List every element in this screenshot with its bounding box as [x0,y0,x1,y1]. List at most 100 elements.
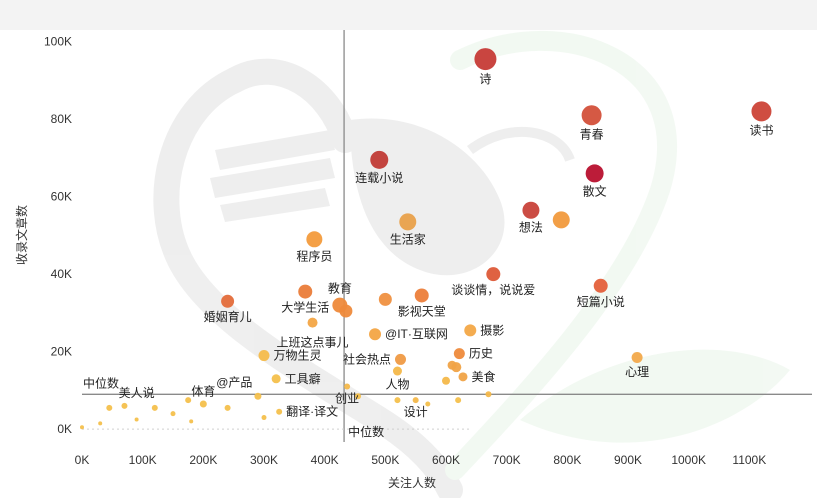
x-tick-label: 900K [614,453,642,467]
point-label: 创业 [335,392,359,406]
data-point [581,105,602,126]
point-label: 程序员 [296,248,332,263]
x-tick-label: 400K [311,453,339,467]
data-point [585,164,604,183]
x-tick-label: 200K [189,453,217,467]
point-label: 上班这点事儿 [277,335,349,350]
data-points [80,48,772,430]
data-point [134,417,139,422]
data-point [271,374,281,384]
point-label: 大学生活 [281,300,329,315]
median-x-label: 中位数 [348,424,384,439]
data-point [464,324,477,337]
data-point [442,376,450,385]
point-label: 青春 [580,127,604,141]
data-point [258,350,270,362]
x-tick-label: 800K [553,453,581,467]
data-point [378,292,392,306]
point-label: @IT·互联网 [385,327,448,341]
data-point [751,101,772,122]
data-point [80,425,84,430]
x-axis-ticks: 0K 100K 200K 300K 400K 500K 600K 700K 800K 900K 10… [75,453,767,467]
data-point [261,415,267,421]
data-point [298,284,313,299]
data-point [106,404,113,411]
data-point [412,397,419,404]
data-point [593,278,608,293]
x-tick-label: 700K [493,453,521,467]
data-point [486,267,501,282]
data-point [392,366,402,376]
point-label: 诗 [479,72,491,86]
data-point [151,404,158,411]
data-point [399,213,417,231]
point-label: 翻译·译文 [286,404,338,419]
y-axis-title: 收录文章数 [14,205,29,265]
point-label: 人物 [385,378,409,392]
data-point [395,353,406,365]
y-tick-label: 100K [44,35,72,49]
point-label: 散文 [583,183,607,198]
point-label: 婚姻育儿 [204,309,252,324]
data-point [276,408,283,415]
toolbar-band [0,0,817,30]
data-point [522,201,540,219]
point-label: 影视天堂 [398,303,446,318]
y-tick-label: 60K [51,190,72,204]
x-tick-label: 500K [371,453,399,467]
y-tick-label: 40K [51,267,72,281]
point-label: 美食 [471,369,495,384]
data-point [170,411,176,417]
point-label: 历史 [469,347,493,361]
data-point [474,48,497,71]
y-tick-label: 80K [51,112,72,126]
data-point [355,393,362,400]
data-point [425,401,431,407]
data-point [199,400,207,408]
data-point [339,304,353,318]
data-point [98,421,103,426]
x-axis-title: 关注人数 [388,475,436,490]
data-point [185,397,192,404]
x-tick-label: 1100K [732,453,766,467]
data-point [631,351,643,363]
point-label: 社会热点 [343,351,391,366]
y-axis-ticks: 0K 20K 40K 60K 80K 100K [44,35,72,437]
point-label: 美人说 [119,385,155,400]
data-point [121,402,128,409]
data-point [458,372,468,382]
data-point [254,392,262,400]
data-point [414,288,429,303]
data-point [455,397,462,404]
x-tick-label: 1000K [671,453,706,467]
point-label: 摄影 [480,322,504,337]
y-tick-label: 0K [57,422,72,436]
point-label: 教育 [328,281,352,296]
watermark-logo [153,30,790,498]
data-point [344,383,351,390]
data-point [394,397,401,404]
data-point [447,360,457,370]
point-label: @产品 [216,376,252,390]
point-label: 谈谈情，说说爱 [451,282,535,297]
point-label: 读书 [749,123,773,137]
data-point [306,231,323,248]
point-label: 万物生灵 [274,349,322,363]
point-label: 生活家 [390,231,426,246]
data-point [453,348,465,360]
point-label: 设计 [404,405,428,419]
point-label: 想法 [519,220,543,235]
y-tick-label: 20K [51,345,72,359]
x-tick-label: 600K [432,453,460,467]
x-tick-label: 100K [129,453,157,467]
data-point [224,404,231,411]
data-point [552,211,570,229]
axis-titles: 关注人数 收录文章数 [14,205,436,490]
data-point [485,391,492,398]
data-point [369,328,382,341]
x-tick-label: 0K [75,453,90,467]
data-point [370,150,389,169]
